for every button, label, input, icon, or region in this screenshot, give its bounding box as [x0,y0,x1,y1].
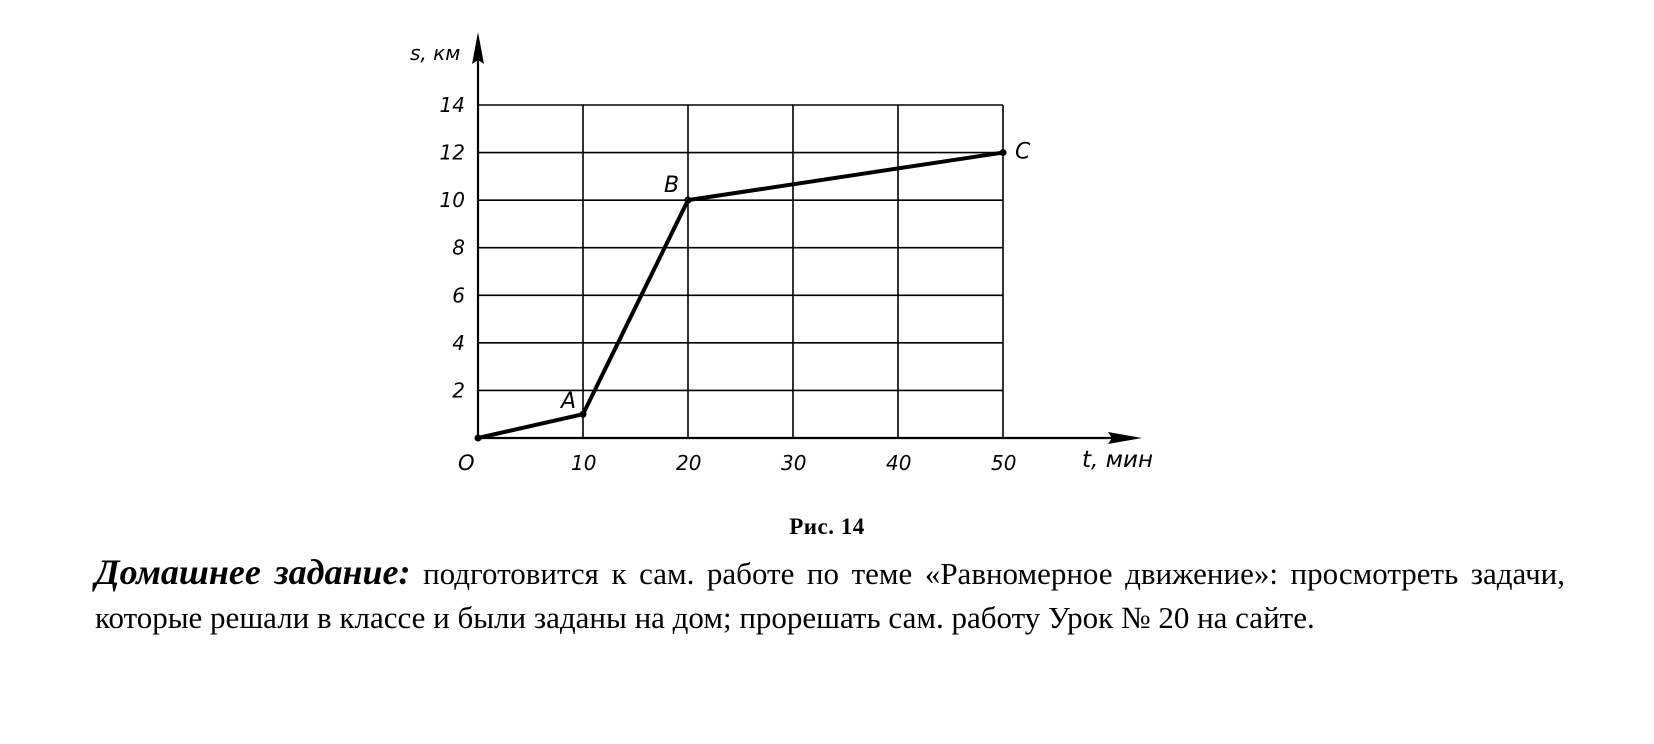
homework-paragraph: Домашнее задание: подготовится к сам. ра… [95,550,1565,640]
x-tick-label: 10 [571,451,596,475]
chart-axes [472,32,1142,444]
origin-label: O [458,451,475,475]
series-line [476,150,1005,440]
y-tick-label: 8 [452,236,465,260]
distance-time-chart: 10 20 30 40 50 2 4 6 8 10 12 14 A B C s, км t, мин O [410,32,1153,475]
y-axis-label: s, км [410,41,460,65]
data-point [684,196,692,204]
point-label: B [664,173,679,198]
x-axis-arrow-icon [1108,432,1142,444]
y-tick-label: 12 [440,141,465,165]
x-tick-label: 40 [886,451,911,475]
data-point [579,410,587,418]
axis-labels: s, км t, мин O [410,41,1153,475]
homework-title: Домашнее задание: [95,552,411,592]
homework-text: подготовится к сам. работе по теме «Равн… [95,556,1565,635]
y-axis-arrow-icon [472,32,484,64]
point-label: A [559,389,576,414]
point-label: C [1015,140,1031,165]
y-tick-label: 4 [452,331,465,355]
x-tick-label: 30 [781,451,806,475]
data-point [999,149,1007,157]
y-tick-label: 6 [452,283,465,307]
x-axis-label: t, мин [1082,447,1153,473]
distance-series: A B C [474,140,1031,442]
figure-caption: Рис. 14 [789,514,865,539]
y-tick-label: 2 [452,378,465,402]
y-tick-label: 10 [440,188,465,212]
y-tick-label: 14 [440,93,465,117]
data-point [474,434,482,442]
x-tick-label: 50 [991,451,1016,475]
x-tick-label: 20 [676,451,701,475]
chart-grid [478,104,1004,438]
tick-labels: 10 20 30 40 50 2 4 6 8 10 12 14 [440,93,1017,475]
